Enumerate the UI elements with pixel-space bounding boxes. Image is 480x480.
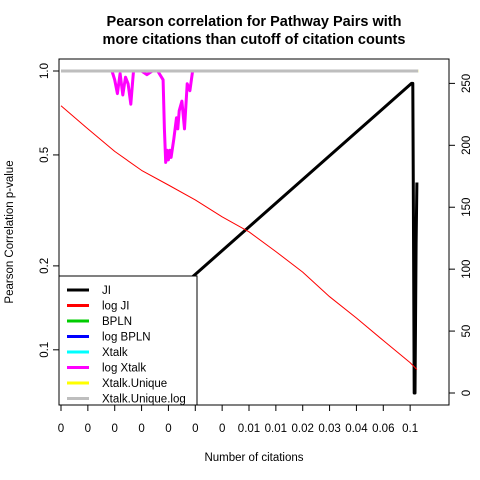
y-axis-label: Pearson Correlation p-value <box>4 160 16 303</box>
chart-title-line: more citations than cutoff of citation c… <box>103 32 406 48</box>
x-tick-label: 0 <box>58 423 64 435</box>
x-tick-label: 0.02 <box>292 423 314 435</box>
series-line <box>60 81 419 395</box>
y-left-tick-label: 1.0 <box>39 63 51 79</box>
legend-label: Xtalk.Unique.log <box>102 394 186 406</box>
y-axis-right: 0 50 100 150 200 250 <box>448 74 473 396</box>
y-left-tick-label: 0.1 <box>39 342 51 358</box>
x-tick-label: 0.03 <box>318 423 340 435</box>
legend-label: Xtalk <box>102 347 128 359</box>
x-tick-label: 0.01 <box>265 423 287 435</box>
legend-label: log BPLN <box>102 332 151 344</box>
legend-label: Xtalk.Unique <box>102 378 167 390</box>
y-right-tick-label: 100 <box>461 260 473 279</box>
x-tick-label: 0.01 <box>238 423 260 435</box>
y-left-tick-label: 0.2 <box>39 258 51 274</box>
legend-label: log JI <box>102 301 130 313</box>
y-right-tick-label: 200 <box>461 136 473 155</box>
x-tick-label: 0 <box>85 423 91 435</box>
x-axis-label: Number of citations <box>204 452 303 464</box>
x-tick-label: 0 <box>219 423 225 435</box>
x-tick-label: 0 <box>165 423 171 435</box>
series-line <box>110 69 195 164</box>
y-right-tick-label: 150 <box>461 198 473 217</box>
x-tick-label: 0 <box>192 423 198 435</box>
y-left-tick-label: 0.5 <box>39 147 51 163</box>
y-right-tick-label: 250 <box>461 74 473 93</box>
x-axis: 0 0 0 0 0 0 0 0.01 0.01 0.02 0.03 0.04 0.06 0.1 <box>58 404 418 435</box>
legend-label: JI <box>102 285 111 297</box>
y-axis-left: 0.1 0.2 0.5 1.0 <box>39 63 60 358</box>
legend-label: log Xtalk <box>102 363 146 375</box>
x-tick-label: 0.1 <box>402 423 418 435</box>
x-tick-label: 0.06 <box>372 423 394 435</box>
chart-title-line: Pearson correlation for Pathway Pairs wi… <box>107 14 402 30</box>
y-right-tick-label: 50 <box>461 325 473 338</box>
series-line <box>60 105 418 370</box>
plot-series <box>60 69 419 395</box>
x-tick-label: 0 <box>138 423 144 435</box>
legend: JI log JI BPLN log BPLN Xtalk log Xtalk Xtalk.… <box>58 275 198 406</box>
chart-title: Pearson correlation for Pathway Pairs wi… <box>103 14 406 48</box>
y-right-tick-label: 0 <box>461 390 473 396</box>
x-tick-label: 0.04 <box>345 423 368 435</box>
legend-label: BPLN <box>102 316 132 328</box>
x-tick-label: 0 <box>112 423 118 435</box>
